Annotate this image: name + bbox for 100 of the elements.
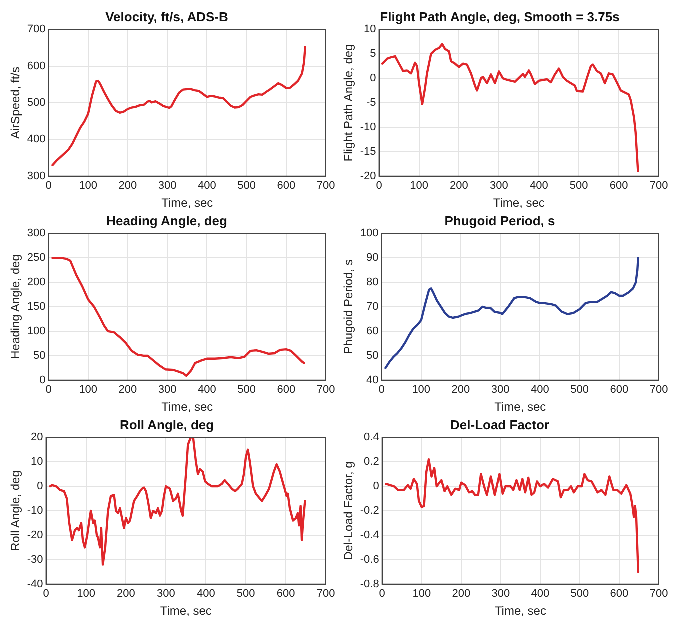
y-axis-title: Del-Load Factor, g <box>342 462 356 560</box>
x-tick-label: 700 <box>650 180 668 192</box>
y-tick-label: 0.4 <box>364 432 380 444</box>
y-tick-label: 400 <box>27 134 46 146</box>
x-tick-label: 100 <box>77 588 96 600</box>
y-tick-label: 0 <box>373 480 380 493</box>
y-tick-label: -30 <box>27 554 44 566</box>
x-tick-label: 200 <box>118 180 138 192</box>
x-tick-label: 500 <box>238 180 256 192</box>
y-tick-label: 70 <box>366 301 379 314</box>
y-tick-label: 5 <box>370 48 376 60</box>
x-tick-label: 600 <box>277 180 296 192</box>
x-tick-label: 100 <box>79 384 98 396</box>
x-tick-label: 100 <box>412 384 431 396</box>
x-tick-label: 400 <box>531 384 550 396</box>
y-tick-label: -0.2 <box>360 505 380 518</box>
y-tick-label: 60 <box>366 326 379 338</box>
y-tick-label: 700 <box>27 24 46 36</box>
x-tick-label: 200 <box>450 180 468 192</box>
y-axis-title: AirSpeed, ft/s <box>8 66 23 140</box>
x-tick-label: 400 <box>530 180 548 192</box>
y-tick-label: 300 <box>27 170 46 182</box>
x-tick-label: 600 <box>276 588 296 600</box>
y-tick-label: 10 <box>364 24 376 36</box>
x-tick-label: 700 <box>316 588 336 600</box>
y-tick-label: 250 <box>27 252 46 264</box>
x-tick-label: 100 <box>412 588 432 600</box>
y-tick-label: -5 <box>366 97 376 110</box>
y-tick-label: 50 <box>366 350 379 362</box>
x-tick-label: 700 <box>316 384 336 396</box>
x-tick-label: 300 <box>158 180 177 192</box>
y-tick-label: 300 <box>27 228 46 240</box>
x-tick-label: 500 <box>570 180 588 192</box>
y-tick-label: -10 <box>27 505 44 518</box>
y-tick-label: 0 <box>40 374 46 386</box>
y-tick-label: 80 <box>366 276 379 289</box>
x-tick-label: 700 <box>650 384 668 396</box>
y-tick-label: 100 <box>27 326 46 338</box>
x-tick-label: 200 <box>117 588 136 600</box>
x-tick-label: 100 <box>410 180 428 192</box>
y-tick-label: 500 <box>27 97 46 110</box>
y-tick-label: 200 <box>27 276 46 289</box>
x-tick-label: 600 <box>610 588 629 600</box>
x-tick-label: 200 <box>452 384 470 396</box>
y-tick-label: -40 <box>27 578 44 590</box>
x-tick-label: 500 <box>570 384 589 396</box>
y-tick-label: -20 <box>360 170 376 182</box>
y-tick-label: 10 <box>31 456 44 468</box>
x-tick-label: 200 <box>118 384 138 396</box>
y-tick-label: -10 <box>360 122 376 134</box>
y-tick-label: 40 <box>366 374 379 386</box>
x-tick-label: 300 <box>492 588 510 600</box>
x-axis-title: Time, sec <box>494 400 546 414</box>
x-tick-label: 400 <box>198 180 216 192</box>
y-axis-title: Roll Angle, deg <box>8 470 23 552</box>
y-tick-label: 0 <box>370 72 376 85</box>
chart-title: Roll Angle, deg <box>120 417 214 432</box>
x-axis-title: Time, sec <box>494 604 546 618</box>
x-tick-label: 300 <box>490 180 508 192</box>
chart-title: Heading Angle, deg <box>106 213 228 228</box>
y-tick-label: -15 <box>360 146 376 158</box>
x-tick-label: 300 <box>491 384 510 396</box>
x-axis-title: Time, sec <box>162 196 214 210</box>
y-tick-label: 20 <box>31 432 44 444</box>
x-axis-title: Time, sec <box>160 604 212 618</box>
chart-title: Flight Path Angle, deg, Smooth = 3.75s <box>380 9 620 24</box>
y-tick-label: -20 <box>27 530 44 542</box>
x-tick-label: 400 <box>198 384 216 396</box>
y-tick-label: 150 <box>27 301 46 314</box>
y-tick-label: 600 <box>27 60 46 72</box>
chart-title: Phugoid Period, s <box>444 213 556 228</box>
y-tick-label: 90 <box>366 252 379 264</box>
y-tick-label: 50 <box>34 350 46 362</box>
x-tick-label: 500 <box>570 588 590 600</box>
x-tick-label: 400 <box>196 588 216 600</box>
y-axis-title: Heading Angle, deg <box>8 254 23 360</box>
x-tick-label: 600 <box>277 384 296 396</box>
x-axis-title: Time, sec <box>493 196 545 210</box>
x-axis-title: Time, sec <box>162 400 214 414</box>
y-tick-label: 0.2 <box>364 456 380 468</box>
x-tick-label: 700 <box>650 588 668 600</box>
x-tick-label: 400 <box>531 588 550 600</box>
y-tick-label: 0 <box>37 480 44 493</box>
y-tick-label: -0.4 <box>360 530 380 542</box>
x-tick-label: 600 <box>610 180 628 192</box>
x-tick-label: 500 <box>236 588 256 600</box>
y-axis-title: Phugoid Period, s <box>342 260 356 354</box>
x-tick-label: 300 <box>156 588 176 600</box>
x-tick-label: 700 <box>316 180 336 192</box>
x-tick-label: 200 <box>452 588 471 600</box>
chart-title: Velocity, ft/s, ADS-B <box>106 9 228 24</box>
y-axis-title: Flight Path Angle, deg <box>342 44 356 162</box>
chart-title: Del-Load Factor <box>450 417 550 432</box>
y-tick-label: 100 <box>360 228 379 240</box>
x-tick-label: 600 <box>610 384 629 396</box>
y-tick-label: -0.6 <box>360 554 380 566</box>
y-tick-label: -0.8 <box>360 578 380 590</box>
x-tick-label: 300 <box>158 384 177 396</box>
x-tick-label: 500 <box>238 384 256 396</box>
x-tick-label: 100 <box>79 180 98 192</box>
